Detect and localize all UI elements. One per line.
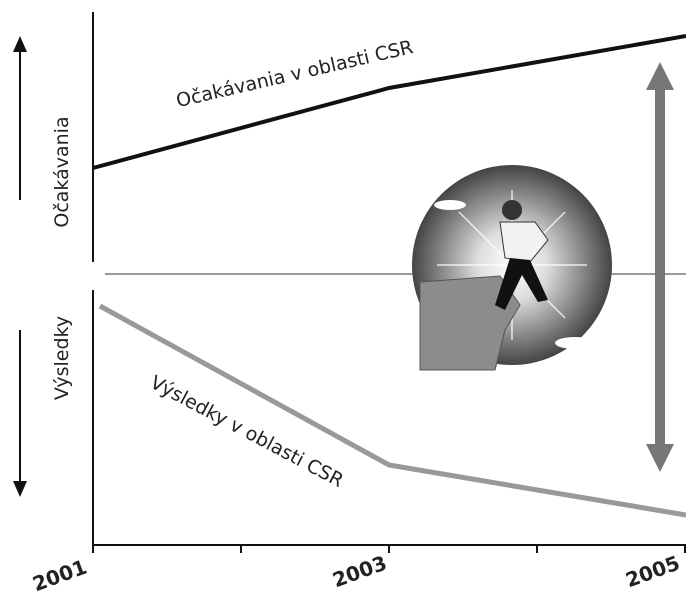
year-label: 2003 (329, 551, 390, 593)
axis-label: Výsledky (51, 316, 73, 400)
gap-arrow (646, 62, 674, 472)
year-label: 2001 (29, 555, 90, 597)
left-arrows (13, 36, 27, 497)
year-label: 2005 (622, 551, 683, 593)
illustration (412, 165, 612, 370)
curve-label: Očakávania v oblasti CSR (174, 36, 415, 112)
axis-label: Očakávania (51, 116, 73, 227)
diagram: Očakávania Výsledky Očakávania v oblasti… (0, 0, 686, 597)
